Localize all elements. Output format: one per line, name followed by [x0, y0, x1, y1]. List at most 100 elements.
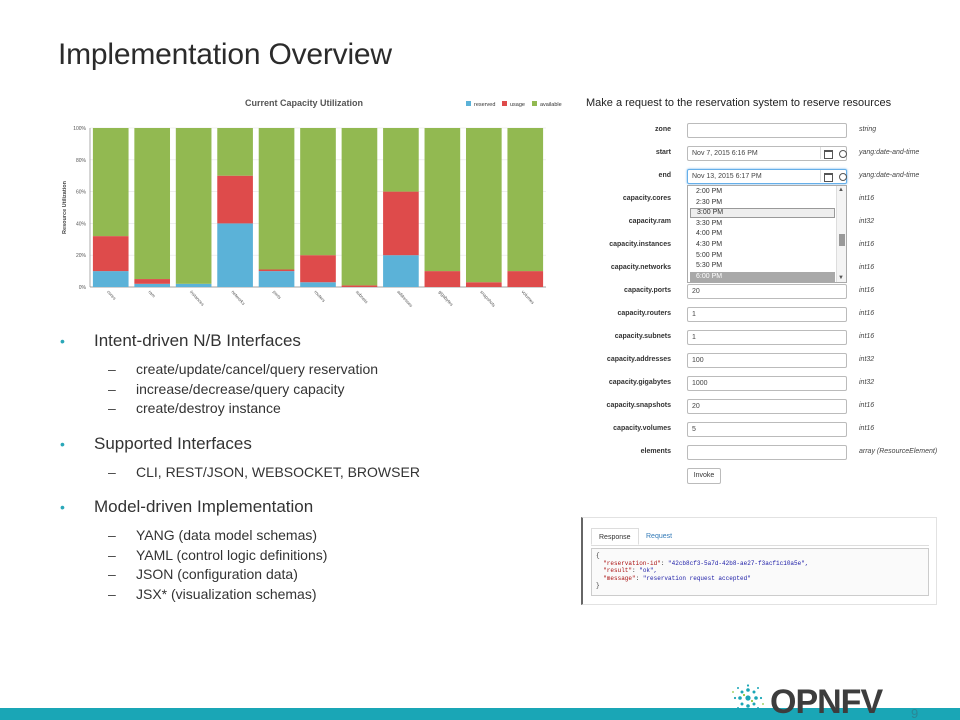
bar-snapshots-available[interactable]	[465, 128, 502, 283]
elements-input[interactable]	[687, 445, 847, 460]
field-label: capacity.routers	[617, 310, 671, 317]
form-row-end: end Nov 13, 2015 6:17 PM yang:date-and-tim…	[583, 169, 943, 185]
bar-routers-reserved[interactable]	[300, 282, 336, 287]
bar-instances-reserved[interactable]	[175, 283, 212, 287]
bar-addresses-usage[interactable]	[383, 191, 419, 256]
capacity-snapshots-input[interactable]: 20	[687, 399, 847, 414]
bar-volumes-available[interactable]	[507, 128, 544, 272]
legend-label-available: available	[540, 102, 562, 108]
clock-icon[interactable]	[838, 149, 847, 158]
calendar-icon[interactable]	[823, 149, 833, 159]
bar-addresses-available[interactable]	[383, 128, 419, 192]
bar-networks-available[interactable]	[217, 128, 253, 176]
legend-label-usage: usage	[510, 102, 525, 108]
capacity-routers-input[interactable]: 1	[687, 307, 847, 322]
legend-swatch-available	[532, 101, 537, 106]
capacity-utilization-chart: Current Capacity Utilization reserved usag…	[56, 90, 576, 320]
y-tick-label: 20%	[76, 253, 87, 259]
bullet-group: • Model-driven Implementation – YANG (data …	[58, 494, 558, 604]
opnfv-logo: OPNFV	[728, 684, 888, 720]
form-row-capacity-routers: capacity.routers 1 int16	[583, 307, 943, 323]
time-option[interactable]: 3:00 PM	[690, 208, 835, 219]
bar-subnets-available[interactable]	[341, 128, 378, 286]
scroll-up-icon[interactable]: ▲	[838, 187, 844, 193]
time-option[interactable]: 2:00 PM	[696, 188, 723, 195]
bar-cores-usage[interactable]	[92, 236, 129, 272]
scroll-down-icon[interactable]: ▼	[838, 275, 844, 281]
bar-addresses-reserved[interactable]	[383, 255, 419, 287]
field-type: array (ResourceElement)	[859, 448, 938, 455]
json-brace: {	[596, 552, 600, 559]
time-option[interactable]: 5:30 PM	[696, 262, 723, 270]
bar-networks-usage[interactable]	[217, 175, 253, 224]
x-tick-label: cores	[106, 289, 118, 301]
bar-ports-usage[interactable]	[258, 269, 295, 272]
time-option[interactable]: 2:30 PM	[696, 198, 723, 206]
bar-ram-reserved[interactable]	[134, 283, 171, 287]
field-label: capacity.instances	[609, 241, 671, 248]
field-type: int16	[859, 333, 875, 340]
bar-gigabytes-usage[interactable]	[424, 271, 461, 287]
bar-ram-available[interactable]	[134, 128, 171, 280]
bullet-dot: •	[60, 435, 65, 452]
json-key: "message"	[603, 574, 636, 582]
zone-input[interactable]	[687, 123, 847, 138]
x-tick-label: ports	[272, 289, 283, 300]
sub-bullet-dash: –	[108, 463, 116, 480]
field-type: int16	[859, 241, 875, 248]
bar-subnets-usage[interactable]	[341, 285, 378, 287]
bar-networks-reserved[interactable]	[217, 223, 253, 287]
sub-bullet-list: – CLI, REST/JSON, WEBSOCKET, BROWSER	[58, 463, 558, 483]
sub-bullet-list: – create/update/cancel/query reservation –…	[58, 360, 558, 419]
y-axis-label: Resource Utilization	[62, 180, 68, 234]
invoke-button[interactable]: Invoke	[687, 468, 721, 484]
bar-gigabytes-available[interactable]	[424, 128, 461, 272]
bullet-dot: •	[60, 499, 65, 515]
x-tick-label: addresses	[396, 289, 414, 308]
form-row-capacity-ports: capacity.ports 20 int16	[583, 284, 943, 300]
bar-snapshots-usage[interactable]	[465, 282, 502, 287]
bar-ports-available[interactable]	[258, 128, 295, 270]
time-option[interactable]: 4:30 PM	[696, 241, 723, 248]
time-picker-scrollbar[interactable]: ▲ ▼	[836, 186, 846, 282]
reservation-form: Make a request to the reservation system…	[583, 93, 943, 493]
capacity-ports-input[interactable]: 20	[687, 284, 847, 299]
bar-routers-usage[interactable]	[300, 255, 336, 283]
tab-request[interactable]: Request	[646, 533, 673, 540]
scroll-thumb[interactable]	[839, 234, 845, 246]
bar-volumes-usage[interactable]	[507, 271, 544, 287]
field-label: capacity.gigabytes	[608, 379, 671, 386]
capacity-subnets-input[interactable]: 1	[687, 330, 847, 345]
bar-ports-reserved[interactable]	[258, 271, 295, 287]
field-type: int16	[859, 425, 875, 432]
clock-icon[interactable]	[838, 172, 847, 181]
tab-response[interactable]: Response	[591, 528, 639, 545]
bar-cores-available[interactable]	[92, 128, 129, 237]
capacity-gigabytes-input[interactable]: 1000	[687, 376, 847, 391]
json-value: "reservation request accepted"	[642, 574, 751, 582]
time-option[interactable]: 3:30 PM	[696, 219, 723, 227]
form-row-capacity-addresses: capacity.addresses 100 int32	[583, 353, 943, 369]
response-panel: Response Request { "reservation-id": "42…	[581, 517, 937, 605]
calendar-icon[interactable]	[823, 172, 833, 182]
bar-instances-available[interactable]	[175, 128, 212, 284]
form-row-capacity-subnets: capacity.subnets 1 int16	[583, 330, 943, 346]
bar-cores-reserved[interactable]	[92, 271, 129, 287]
bar-ram-usage[interactable]	[134, 279, 171, 284]
time-option[interactable]: 6:00 PM	[690, 271, 835, 282]
response-json: { "reservation-id": "42cb8cf3-5a7d-42b8-…	[591, 548, 929, 596]
y-tick-label: 60%	[76, 190, 87, 196]
chart-title: Current Capacity Utilization	[245, 98, 363, 108]
time-option[interactable]: 5:00 PM	[696, 251, 723, 259]
field-label: elements	[640, 448, 671, 455]
capacity-volumes-input[interactable]: 5	[687, 422, 847, 437]
bullet-item: • Supported Interfaces	[58, 431, 558, 457]
bullet-item: • Model-driven Implementation	[58, 494, 558, 520]
chart-canvas: Current Capacity Utilization reserved usag…	[62, 98, 562, 309]
field-label: capacity.addresses	[606, 356, 671, 363]
capacity-addresses-input[interactable]: 100	[687, 353, 847, 368]
bar-routers-available[interactable]	[300, 128, 336, 256]
time-picker-dropdown[interactable]: 2:00 PM 2:30 PM 3:00 PM 3:30 PM 4:00 PM 4:30 …	[687, 185, 847, 283]
field-label: end	[658, 172, 671, 179]
time-option[interactable]: 4:00 PM	[696, 230, 723, 238]
